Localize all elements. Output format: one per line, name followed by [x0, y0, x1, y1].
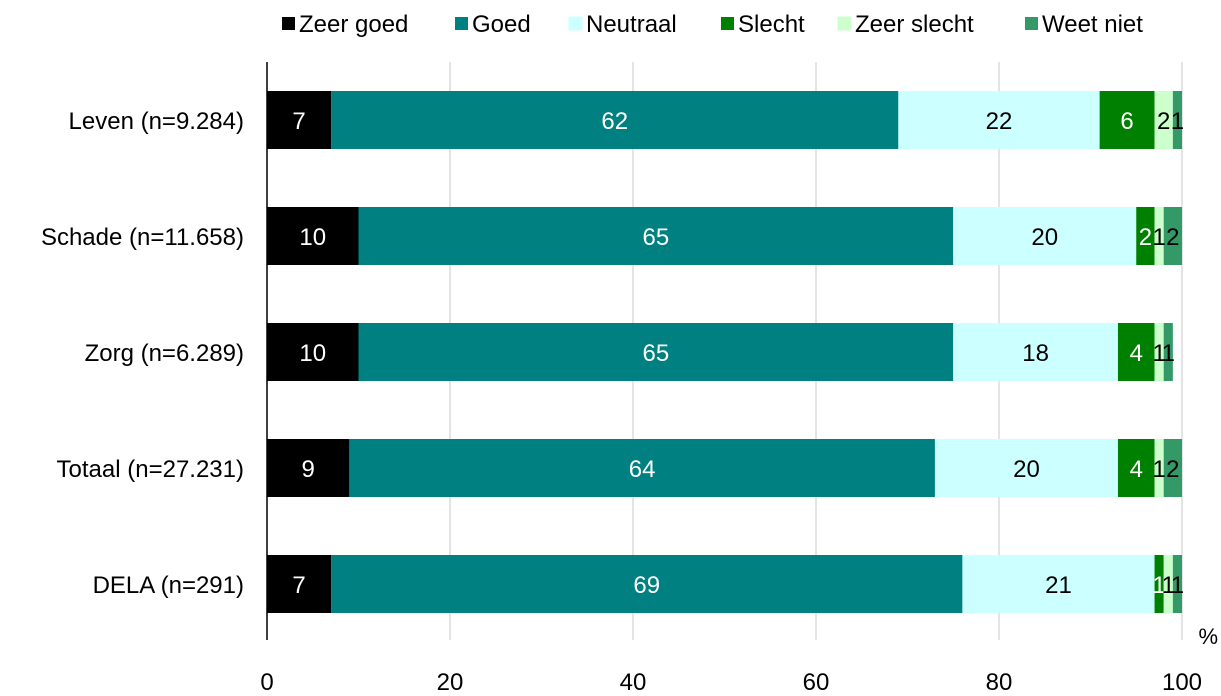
data-label-slecht-leven: 6	[1120, 108, 1133, 135]
x-tick-label-60: 60	[803, 669, 830, 696]
data-label-zeer-goed-schade: 10	[299, 224, 326, 251]
bar-weet-niet-schade	[1163, 207, 1182, 265]
data-label-weet-niet-schade: 2	[1166, 224, 1179, 251]
data-label-zeer-goed-totaal: 9	[301, 456, 314, 483]
bar-slecht-schade	[1136, 207, 1155, 265]
data-label-zeer-goed-zorg: 10	[299, 340, 326, 367]
data-label-zeer-slecht-zorg: 1	[1152, 340, 1165, 367]
bar-slecht-dela	[1154, 555, 1164, 613]
category-label-zorg: Zorg (n=6.289)	[85, 340, 244, 367]
legend-label-zeer-slecht: Zeer slecht	[855, 11, 974, 38]
data-label-neutraal-totaal: 20	[1013, 456, 1040, 483]
category-label-schade: Schade (n=11.658)	[41, 224, 244, 251]
data-label-neutraal-zorg: 18	[1022, 340, 1049, 367]
data-label-neutraal-leven: 22	[986, 108, 1013, 135]
bar-weet-niet-totaal	[1163, 439, 1182, 497]
data-label-slecht-zorg: 4	[1130, 340, 1143, 367]
data-label-slecht-totaal: 4	[1130, 456, 1143, 483]
legend-swatch-slecht	[721, 17, 734, 30]
data-label-weet-niet-zorg: 1	[1162, 340, 1175, 367]
data-label-weet-niet-totaal: 2	[1166, 456, 1179, 483]
legend-swatch-goed	[455, 17, 468, 30]
x-tick-label-0: 0	[260, 669, 273, 696]
bar-neutraal-dela	[962, 555, 1155, 613]
bar-neutraal-zorg	[953, 323, 1118, 381]
legend-swatch-weet-niet	[1025, 17, 1038, 30]
bar-goed-leven	[331, 91, 899, 149]
legend-label-slecht: Slecht	[738, 11, 805, 38]
data-label-slecht-dela: 1	[1152, 572, 1165, 599]
x-tick-label-40: 40	[620, 669, 647, 696]
data-label-goed-leven: 62	[601, 108, 628, 135]
legend-label-zeer-goed: Zeer goed	[299, 11, 408, 38]
legend-label-goed: Goed	[472, 11, 531, 38]
bar-zeer-slecht-leven	[1154, 91, 1173, 149]
data-label-zeer-slecht-schade: 1	[1152, 224, 1165, 251]
bar-weet-niet-zorg	[1163, 323, 1173, 381]
bar-neutraal-leven	[898, 91, 1100, 149]
bars	[267, 91, 1182, 613]
data-label-neutraal-dela: 21	[1045, 572, 1072, 599]
bar-zeer-goed-dela	[267, 555, 332, 613]
data-label-weet-niet-leven: 1	[1171, 108, 1184, 135]
legend-swatch-zeer-goed	[282, 17, 295, 30]
bar-goed-schade	[358, 207, 954, 265]
data-label-zeer-slecht-totaal: 1	[1152, 456, 1165, 483]
bar-zeer-goed-schade	[267, 207, 359, 265]
bar-slecht-totaal	[1117, 439, 1155, 497]
data-label-goed-schade: 65	[643, 224, 670, 251]
bar-zeer-slecht-totaal	[1154, 439, 1164, 497]
legend-swatch-neutraal	[568, 16, 583, 31]
bar-goed-dela	[331, 555, 963, 613]
bar-slecht-zorg	[1117, 323, 1155, 381]
data-label-zeer-goed-dela: 7	[292, 572, 305, 599]
bar-zeer-goed-leven	[267, 91, 332, 149]
data-label-goed-totaal: 64	[629, 456, 656, 483]
legend: Zeer goed Goed Neutraal Slecht Zeer slecht We…	[282, 11, 1143, 38]
bar-zeer-slecht-zorg	[1154, 323, 1164, 381]
bar-goed-zorg	[358, 323, 954, 381]
legend-label-neutraal: Neutraal	[586, 11, 677, 38]
legend-swatch-zeer-slecht	[837, 16, 852, 31]
legend-label-weet-niet: Weet niet	[1042, 11, 1143, 38]
bar-zeer-slecht-schade	[1154, 207, 1164, 265]
data-label-goed-zorg: 65	[643, 340, 670, 367]
data-label-goed-dela: 69	[633, 572, 660, 599]
x-unit-label: %	[1198, 624, 1218, 649]
x-tick-label-80: 80	[986, 669, 1013, 696]
data-label-zeer-slecht-leven: 2	[1157, 108, 1170, 135]
data-labels: 7 62 22 6 2 110 65 20 2 1 210 65 18 4 119 64 20 4 1 27 69 21 1…	[292, 108, 1184, 599]
category-label-dela: DELA (n=291)	[93, 572, 244, 599]
bar-neutraal-schade	[953, 207, 1137, 265]
data-label-zeer-slecht-dela: 1	[1162, 572, 1175, 599]
axes: Leven (n=9.284) Schade (n=11.658) Zorg (n=…	[41, 62, 1218, 696]
bar-zeer-slecht-dela	[1163, 555, 1173, 613]
data-label-zeer-goed-leven: 7	[292, 108, 305, 135]
data-label-neutraal-schade: 20	[1031, 224, 1058, 251]
category-label-leven: Leven (n=9.284)	[69, 108, 244, 135]
bar-zeer-goed-totaal	[267, 439, 350, 497]
bar-zeer-goed-zorg	[267, 323, 359, 381]
bar-weet-niet-dela	[1172, 555, 1182, 613]
bar-neutraal-totaal	[934, 439, 1118, 497]
x-tick-label-100: 100	[1162, 669, 1202, 696]
data-label-weet-niet-dela: 1	[1171, 572, 1184, 599]
data-label-slecht-schade: 2	[1139, 224, 1152, 251]
x-tick-label-20: 20	[437, 669, 464, 696]
category-label-totaal: Totaal (n=27.231)	[57, 456, 244, 483]
bar-weet-niet-leven	[1172, 91, 1182, 149]
bar-slecht-leven	[1099, 91, 1155, 149]
bar-goed-totaal	[349, 439, 935, 497]
